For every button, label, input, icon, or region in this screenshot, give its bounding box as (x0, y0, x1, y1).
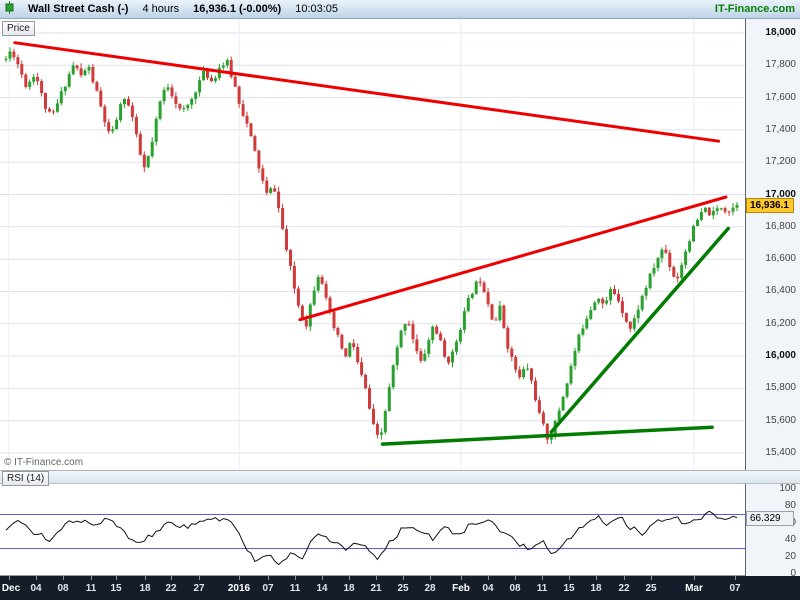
rsi-tick-label: 40 (784, 534, 796, 545)
time-tick-mark (515, 576, 516, 580)
time-tick-label: 11 (536, 583, 548, 594)
copyright: © IT-Finance.com (4, 457, 84, 468)
price-chart[interactable] (0, 19, 745, 470)
time-tick-label: 28 (424, 583, 436, 594)
candlestick-icon (5, 1, 14, 17)
time-tick-label: 22 (165, 583, 177, 594)
time-tick-mark (171, 576, 172, 580)
price-tick-label: 15,600 (765, 415, 796, 426)
price-pane[interactable]: Price © IT-Finance.com (0, 19, 745, 470)
rsi-pane-label[interactable]: RSI (14) (2, 471, 50, 486)
price-tick-label: 15,800 (765, 382, 796, 393)
clock: 10:03:05 (295, 3, 339, 15)
time-tick-mark (145, 576, 146, 580)
time-tick-label: 18 (343, 583, 355, 594)
time-tick-label: 15 (563, 583, 575, 594)
time-tick-label: 27 (193, 583, 205, 594)
time-tick-label: 07 (262, 583, 274, 594)
time-tick-label: 2016 (227, 583, 251, 594)
price-tick-label: 15,400 (765, 447, 796, 458)
price-tick-label: 16,200 (765, 318, 796, 329)
time-tick-mark (461, 576, 462, 580)
price-tick-label: 16,000 (765, 350, 796, 361)
time-tick-mark (239, 576, 240, 580)
rsi-tick-label: 100 (779, 483, 796, 494)
rsi-chart[interactable] (0, 484, 745, 576)
price-tick-label: 18,000 (765, 27, 796, 38)
instrument-name: Wall Street Cash (-) (28, 3, 129, 15)
time-tick-mark (488, 576, 489, 580)
time-tick-label: 04 (482, 583, 494, 594)
time-tick-mark (349, 576, 350, 580)
rsi-tick-label: 80 (784, 500, 796, 511)
time-tick-label: 11 (85, 583, 97, 594)
price-tick-label: 17,600 (765, 92, 796, 103)
time-tick-mark (624, 576, 625, 580)
rsi-header-strip: RSI (14) (0, 470, 800, 486)
time-tick-label: 18 (590, 583, 602, 594)
time-tick-label: 21 (370, 583, 382, 594)
time-tick-mark (694, 576, 695, 580)
time-tick-mark (199, 576, 200, 580)
brand-link[interactable]: IT-Finance.com (714, 3, 795, 15)
last-quote: 16,936.1 (-0.00%) (193, 3, 282, 15)
rsi-tick-label: 20 (784, 551, 796, 562)
time-tick-label: 08 (509, 583, 521, 594)
rsi-value-badge: 66.329 (746, 511, 794, 526)
time-tick-label: Mar (685, 583, 703, 594)
time-tick-mark (651, 576, 652, 580)
time-tick-label: 08 (57, 583, 69, 594)
time-tick-mark (91, 576, 92, 580)
price-tick-label: 17,400 (765, 124, 796, 135)
time-tick-label: 25 (397, 583, 409, 594)
time-tick-mark (9, 576, 10, 580)
time-tick-mark (542, 576, 543, 580)
rsi-pane[interactable] (0, 484, 745, 576)
time-tick-label: 22 (618, 583, 630, 594)
time-tick-label: 11 (289, 583, 301, 594)
time-tick-mark (596, 576, 597, 580)
price-pane-label[interactable]: Price (2, 21, 35, 36)
price-tick-label: 16,800 (765, 221, 796, 232)
time-tick-mark (735, 576, 736, 580)
time-tick-label: 15 (110, 583, 122, 594)
title-bar: Wall Street Cash (-) 4 hours 16,936.1 (-… (0, 0, 800, 19)
time-tick-mark (63, 576, 64, 580)
time-tick-label: 04 (30, 583, 42, 594)
time-tick-mark (403, 576, 404, 580)
time-tick-label: Feb (452, 583, 470, 594)
time-tick-mark (430, 576, 431, 580)
time-tick-label: 18 (139, 583, 151, 594)
time-axis[interactable]: Dec 04 08 11 15 18 22 27 2016 07 11 14 18 21 25 28 Feb 04… (0, 576, 800, 600)
price-tick-label: 16,400 (765, 285, 796, 296)
time-tick-mark (268, 576, 269, 580)
time-tick-mark (569, 576, 570, 580)
time-tick-mark (322, 576, 323, 580)
rsi-tick-label: 0 (790, 568, 796, 579)
price-axis[interactable]: 16,936.1 66.329 15,400 15,600 15,800 16,000… (745, 19, 800, 579)
time-tick-mark (376, 576, 377, 580)
price-tick-label: 17,200 (765, 156, 796, 167)
time-tick-mark (36, 576, 37, 580)
time-tick-label: 14 (316, 583, 328, 594)
price-tick-label: 17,800 (765, 59, 796, 70)
time-tick-mark (295, 576, 296, 580)
time-tick-label: 07 (729, 583, 741, 594)
last-price-badge: 16,936.1 (746, 198, 794, 213)
price-tick-label: 16,600 (765, 253, 796, 264)
time-tick-mark (116, 576, 117, 580)
time-tick-label: Dec (1, 583, 21, 594)
timeframe-label: 4 hours (142, 3, 180, 15)
price-tick-label: 17,000 (765, 189, 796, 200)
time-tick-label: 25 (645, 583, 657, 594)
